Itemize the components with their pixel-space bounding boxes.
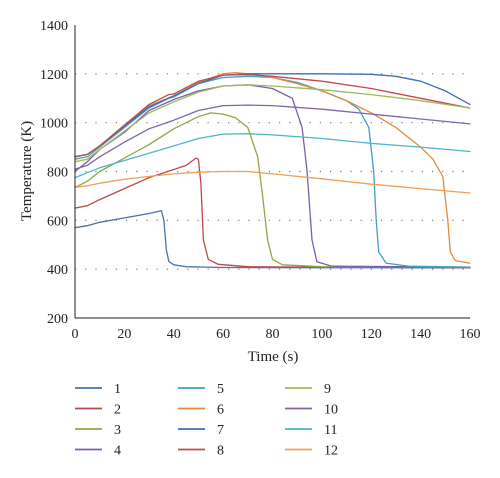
x-tick-label: 40 [167, 327, 181, 342]
y-tick-label: 1400 [40, 19, 68, 34]
series-line-4 [74, 84, 471, 268]
series-line-2 [74, 157, 471, 269]
legend-label-11: 11 [324, 423, 337, 438]
y-tick-label: 600 [47, 214, 68, 229]
series-line-9 [74, 84, 471, 163]
series-lines [74, 71, 471, 269]
axes [74, 25, 470, 319]
y-tick-label: 800 [47, 166, 68, 181]
legend-label-2: 2 [114, 403, 121, 418]
y-tick-label: 1000 [40, 117, 68, 132]
x-tick-label: 0 [72, 327, 79, 342]
legend-label-6: 6 [217, 403, 224, 418]
x-tick-label: 100 [311, 327, 332, 342]
x-axis-title: Time (s) [248, 349, 299, 365]
x-tick-label: 120 [361, 327, 382, 342]
legend-label-1: 1 [114, 382, 121, 397]
y-tick-label: 200 [47, 312, 68, 327]
series-line-1 [74, 209, 471, 269]
legend-label-7: 7 [217, 423, 224, 438]
legend-label-10: 10 [324, 403, 338, 418]
x-tick-label: 140 [410, 327, 431, 342]
legend-label-8: 8 [217, 444, 224, 459]
x-tick-label: 80 [266, 327, 280, 342]
legend-label-9: 9 [324, 382, 331, 397]
legend-label-12: 12 [324, 444, 338, 459]
series-line-12 [74, 170, 471, 194]
x-tick-label: 60 [216, 327, 230, 342]
series-line-10 [74, 104, 471, 170]
series-line-6 [74, 71, 471, 264]
series-line-3 [74, 112, 471, 268]
series-line-8 [74, 73, 471, 158]
series-line-11 [74, 133, 471, 179]
y-tick-label: 400 [47, 263, 68, 278]
gridlines [75, 73, 470, 270]
series-line-5 [74, 75, 471, 268]
legend-label-4: 4 [114, 444, 121, 459]
tick-labels: 200 400 600 800 1000 1200 1400 0 20 40 60 80 100 120 1… [40, 19, 481, 342]
x-tick-label: 160 [460, 327, 481, 342]
x-tick-label: 20 [117, 327, 131, 342]
legend-label-3: 3 [114, 423, 121, 438]
y-axis-title: Temperature (K) [19, 121, 35, 221]
y-tick-label: 1200 [40, 68, 68, 83]
legend-label-5: 5 [217, 382, 224, 397]
